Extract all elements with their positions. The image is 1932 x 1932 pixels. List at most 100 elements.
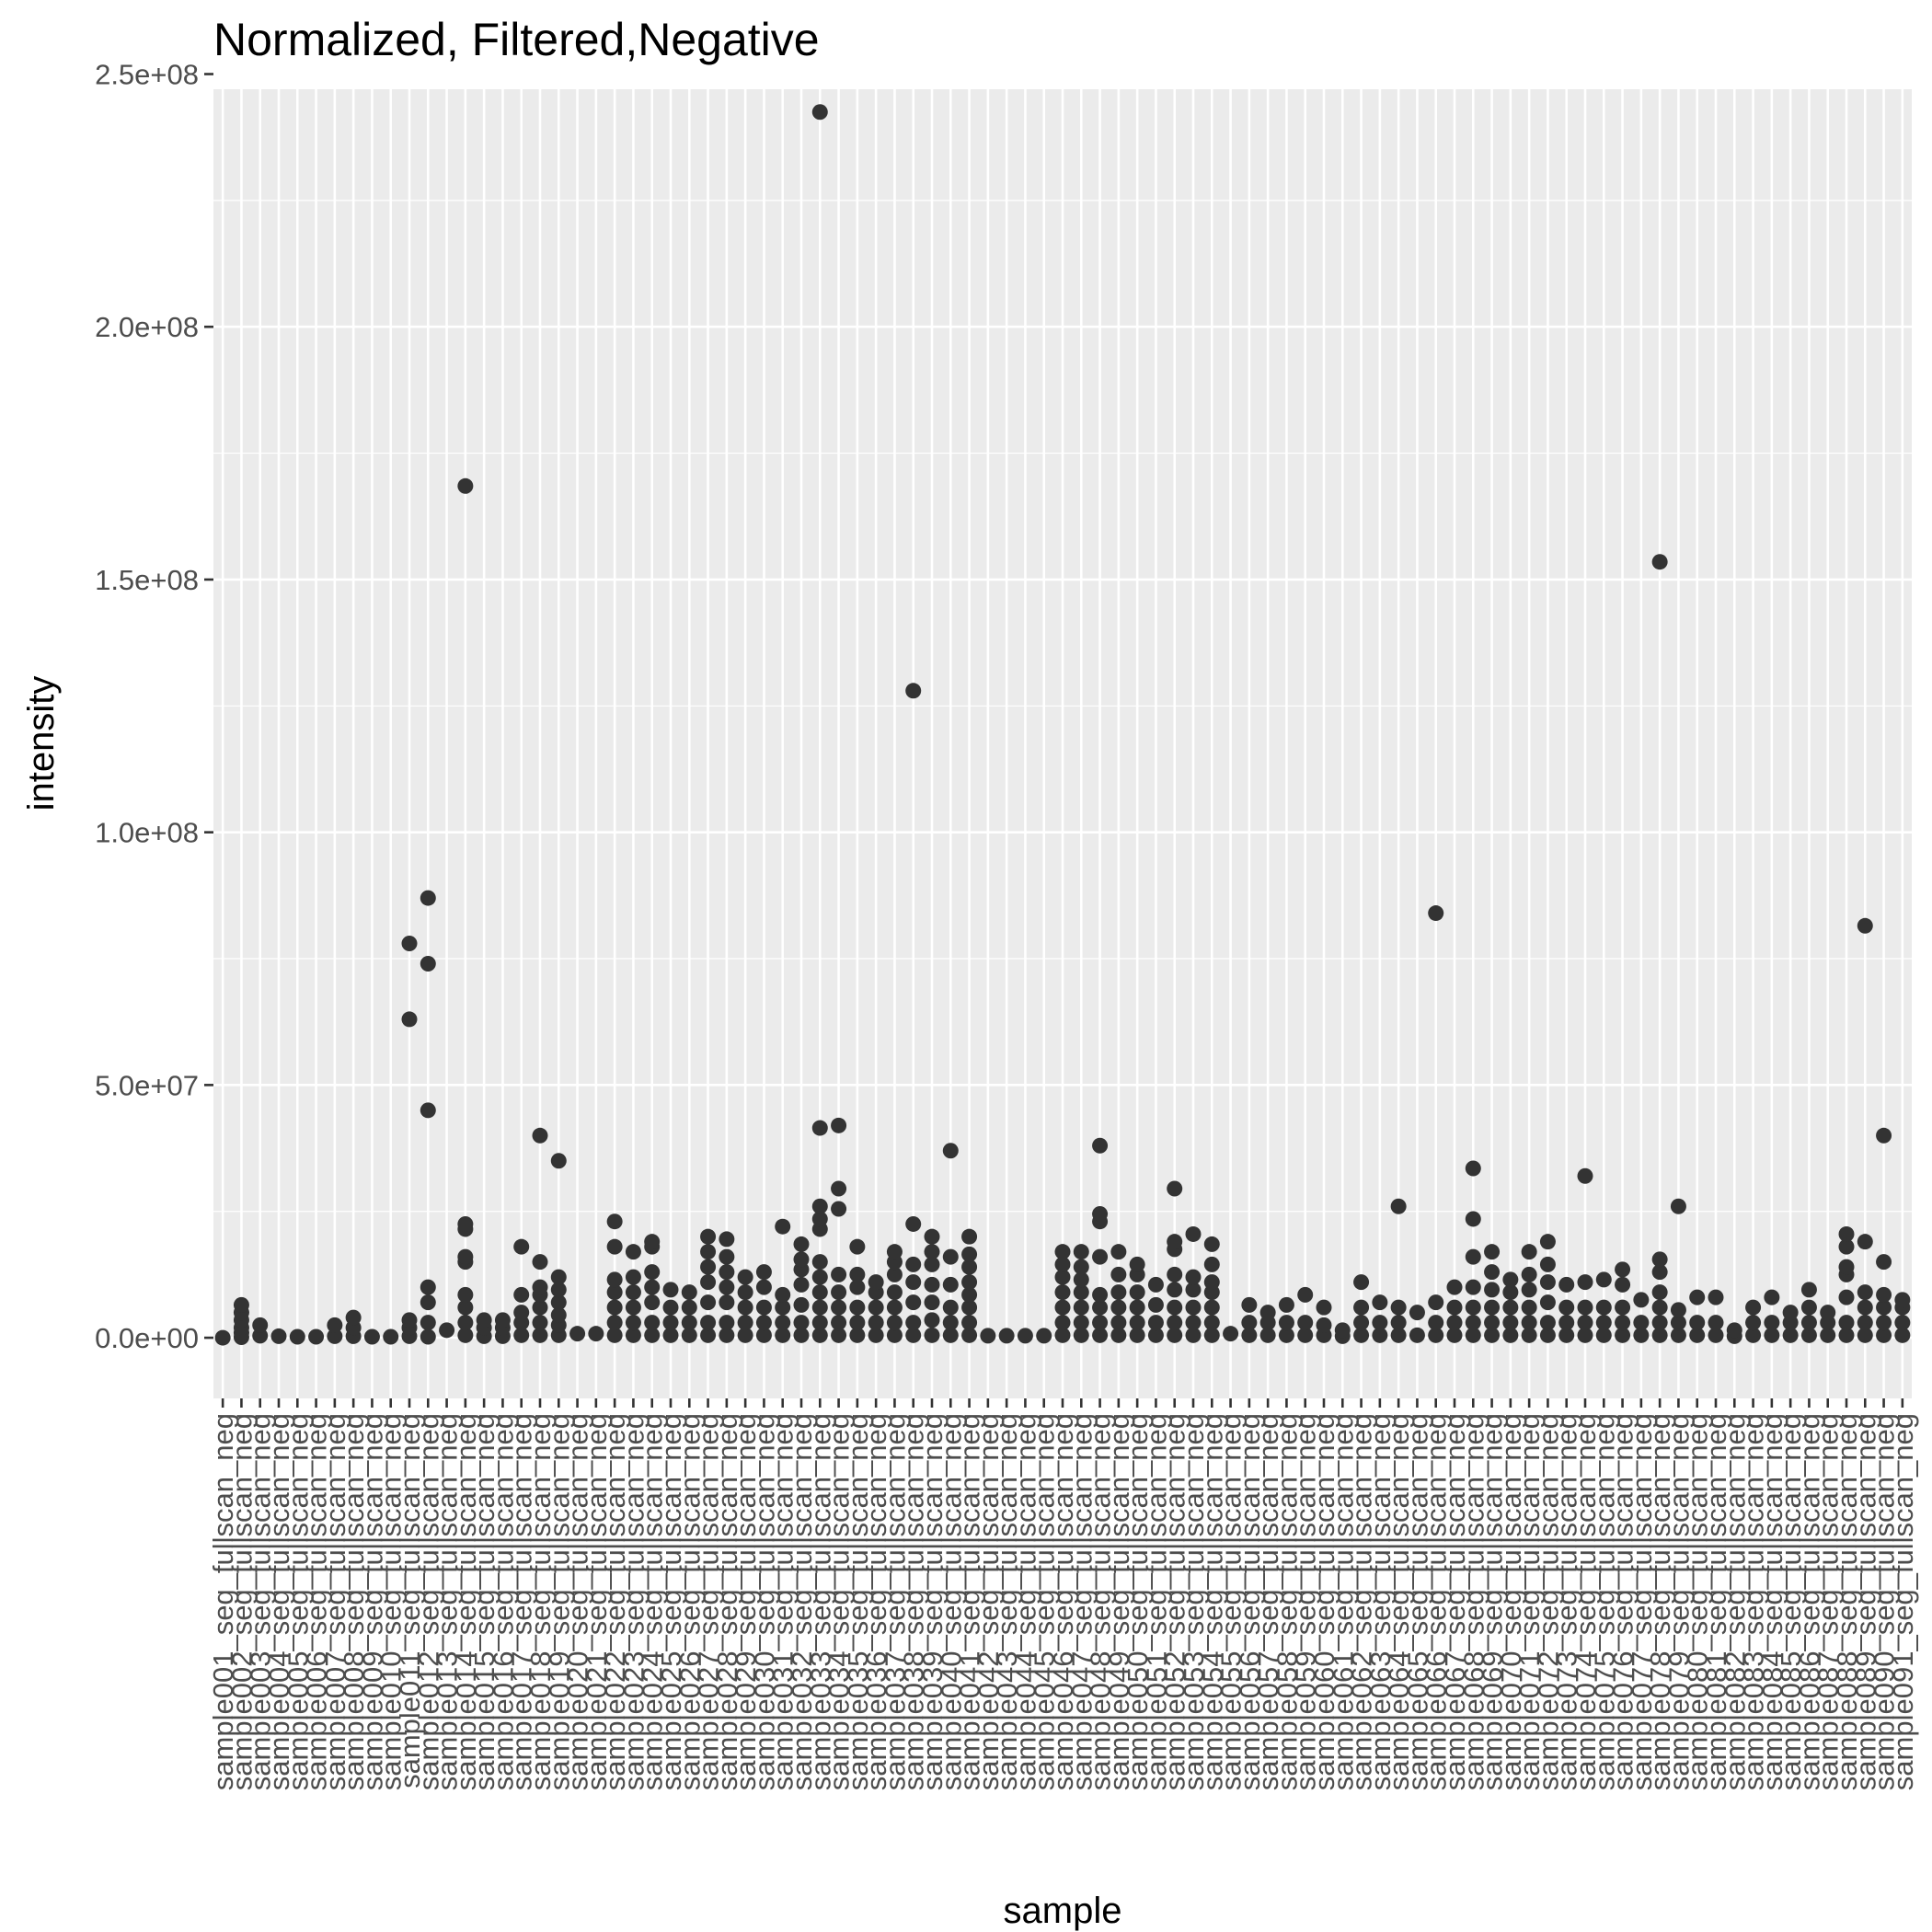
data-point [1054, 1284, 1071, 1301]
data-point [942, 1327, 959, 1343]
x-tick-label: sample056_seg_fullscan_neg [1234, 1413, 1266, 1790]
data-point [775, 1315, 791, 1331]
data-point [1670, 1327, 1686, 1343]
data-point [270, 1328, 287, 1344]
data-point [420, 1315, 436, 1331]
data-point [737, 1327, 753, 1343]
data-point [439, 1322, 455, 1339]
y-tick-label: 1.0e+08 [95, 817, 199, 849]
data-point [1800, 1282, 1817, 1298]
data-point [755, 1327, 772, 1343]
x-tick-label: sample021_seg_fullscan_neg [581, 1413, 613, 1790]
data-point [811, 1254, 828, 1271]
x-tick-label: sample054_seg_fullscan_neg [1196, 1413, 1228, 1790]
data-point [737, 1284, 753, 1301]
data-point [1615, 1315, 1631, 1331]
data-point [606, 1327, 623, 1343]
data-point [1203, 1299, 1220, 1316]
x-tick-label: sample066_seg_fullscan_neg [1420, 1413, 1453, 1790]
data-point [1223, 1326, 1239, 1342]
x-tick-label: sample010_seg_fullscan_neg [375, 1413, 408, 1790]
x-tick-label: sample047_seg_fullscan_neg [1065, 1413, 1098, 1790]
data-point [886, 1284, 903, 1301]
x-tick-label: sample023_seg_fullscan_neg [617, 1413, 650, 1790]
data-point [1203, 1256, 1220, 1272]
data-point [1876, 1286, 1892, 1303]
x-tick-label: sample040_seg_fullscan_neg [935, 1413, 967, 1790]
data-point [1428, 1294, 1444, 1311]
y-axis-title: intensity [21, 676, 62, 811]
data-point [214, 1329, 231, 1346]
data-point [1147, 1276, 1164, 1293]
data-point [625, 1244, 641, 1260]
data-point [1521, 1266, 1537, 1282]
data-point [532, 1315, 548, 1331]
x-tick-label: sample035_seg_fullscan_neg [842, 1413, 874, 1790]
data-point [1409, 1305, 1425, 1321]
data-point [1539, 1315, 1556, 1331]
x-tick-label: sample090_seg_fullscan_neg [1869, 1413, 1901, 1790]
data-point [289, 1328, 305, 1345]
data-point [1689, 1327, 1706, 1343]
data-point [1539, 1274, 1556, 1291]
data-point [961, 1327, 978, 1343]
data-point [1167, 1327, 1183, 1343]
data-point [1876, 1299, 1892, 1316]
data-point [886, 1327, 903, 1343]
data-point [532, 1279, 548, 1295]
x-tick-label: sample037_seg_fullscan_neg [879, 1413, 911, 1790]
x-tick-label: sample053_seg_fullscan_neg [1178, 1413, 1210, 1790]
x-tick-label: sample038_seg_fullscan_neg [898, 1413, 930, 1790]
data-point [924, 1228, 940, 1245]
data-point [1820, 1327, 1836, 1343]
data-point [345, 1309, 362, 1326]
data-point [1073, 1284, 1089, 1301]
data-point [1465, 1327, 1481, 1343]
data-point [1800, 1315, 1817, 1331]
data-point [811, 1198, 828, 1214]
data-point [1129, 1299, 1145, 1316]
data-point [1820, 1305, 1836, 1321]
data-point [998, 1328, 1015, 1344]
data-point [420, 1102, 436, 1119]
data-point [1036, 1328, 1052, 1344]
data-point [755, 1299, 772, 1316]
data-point [1782, 1305, 1799, 1321]
data-point [961, 1259, 978, 1275]
data-point [644, 1264, 661, 1281]
x-tick-label: sample025_seg_fullscan_neg [655, 1413, 687, 1790]
data-point [1129, 1284, 1145, 1301]
data-point [942, 1276, 959, 1293]
data-point [924, 1327, 940, 1343]
data-point [1521, 1282, 1537, 1298]
data-point [1838, 1315, 1855, 1331]
data-point [1203, 1236, 1220, 1252]
x-tick-label: sample075_seg_fullscan_neg [1588, 1413, 1620, 1790]
x-tick-label: sample058_seg_fullscan_neg [1271, 1413, 1303, 1790]
x-tick-label: sample089_seg_fullscan_neg [1849, 1413, 1881, 1790]
data-point [1857, 1299, 1873, 1316]
x-tick-label: sample012_seg_fullscan_neg [412, 1413, 444, 1790]
data-point [1539, 1234, 1556, 1250]
data-point [1372, 1294, 1388, 1311]
x-tick-label: sample052_seg_fullscan_neg [1159, 1413, 1191, 1790]
x-tick-label: sample067_seg_fullscan_neg [1439, 1413, 1471, 1790]
data-point [662, 1315, 679, 1331]
data-point [775, 1286, 791, 1303]
data-point [457, 1248, 474, 1265]
data-point [1167, 1180, 1183, 1197]
data-point [1651, 1251, 1668, 1268]
data-point [1502, 1315, 1519, 1331]
data-point [1577, 1299, 1593, 1316]
data-point [905, 1294, 922, 1311]
data-point [1278, 1327, 1294, 1343]
data-point [1129, 1256, 1145, 1272]
x-tick-label: sample005_seg_fullscan_neg [282, 1413, 314, 1790]
x-tick-label: sample002_seg_fullscan_neg [225, 1413, 258, 1790]
x-tick-label: sample034_seg_fullscan_neg [823, 1413, 856, 1790]
data-point [961, 1246, 978, 1262]
x-tick-label: sample022_seg_fullscan_neg [599, 1413, 631, 1790]
data-point [1745, 1315, 1762, 1331]
x-tick-label: sample032_seg_fullscan_neg [786, 1413, 818, 1790]
x-tick-label: sample051_seg_fullscan_neg [1140, 1413, 1172, 1790]
